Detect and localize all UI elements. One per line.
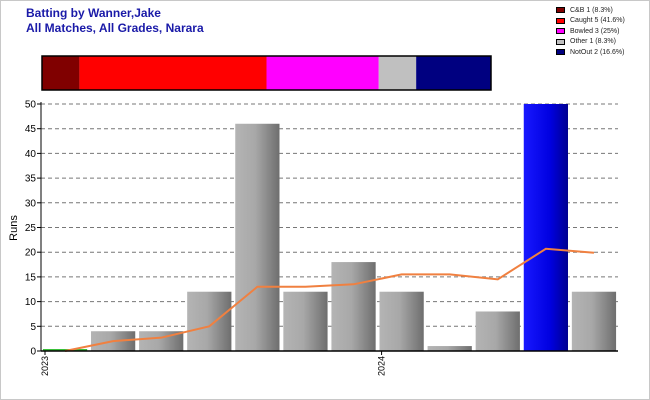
y-tick-label: 20 (25, 248, 37, 259)
bar (331, 262, 376, 351)
bar (235, 123, 280, 351)
dismissal-segment (266, 56, 379, 90)
dismissal-segment (79, 56, 267, 90)
legend: C&B 1 (8.3%) Caught 5 (41.6%) Bowled 3 (25… (556, 5, 625, 58)
bar (475, 311, 520, 351)
y-tick-label: 50 (25, 100, 37, 111)
average-line (64, 247, 595, 352)
bar (283, 291, 328, 351)
grid (41, 103, 618, 327)
dismissal-segment (416, 56, 491, 90)
axes (40, 102, 618, 352)
legend-swatch (556, 49, 565, 56)
y-tick-label: 15 (25, 272, 37, 283)
legend-swatch (556, 28, 565, 35)
y-tick-label: 5 (30, 322, 36, 333)
legend-label: Bowled 3 (25%) (570, 27, 620, 35)
y-tick-label: 0 (30, 347, 36, 358)
chart-subtitle: All Matches, All Grades, Narara (26, 21, 204, 35)
bar (427, 346, 472, 351)
y-tick-label: 30 (25, 198, 37, 209)
bar (379, 291, 424, 351)
legend-label: Caught 5 (41.6%) (570, 17, 625, 25)
legend-item: Other 1 (8.3%) (556, 37, 625, 48)
legend-swatch (556, 7, 565, 14)
dismissal-segment (378, 56, 417, 90)
bar (523, 104, 568, 351)
x-tick-label: 2024 (377, 356, 387, 376)
dismissal-segment (42, 56, 80, 90)
legend-item: C&B 1 (8.3%) (556, 5, 625, 16)
average-line-path (64, 247, 595, 352)
bar (139, 331, 184, 351)
y-tick-label: 10 (25, 297, 37, 308)
legend-swatch (556, 17, 565, 24)
legend-label: C&B 1 (8.3%) (570, 6, 613, 14)
y-tick-label: 35 (25, 174, 37, 185)
legend-swatch (556, 38, 565, 45)
legend-label: NotOut 2 (16.6%) (570, 48, 625, 56)
dismissal-bar (41, 55, 492, 91)
y-tick-label: 45 (25, 124, 37, 135)
y-tick-label: 40 (25, 149, 37, 160)
chart-title: Batting by Wanner,Jake (26, 6, 161, 20)
x-ticks: 2023 2024 (40, 351, 387, 376)
dismissal-bar-border (41, 55, 492, 91)
legend-item: NotOut 2 (16.6%) (556, 47, 625, 58)
x-tick-label: 2023 (40, 356, 50, 376)
legend-item: Caught 5 (41.6%) (556, 16, 625, 27)
legend-label: Other 1 (8.3%) (570, 38, 616, 46)
bars (42, 104, 617, 351)
y-axis-label: Runs (8, 215, 20, 241)
y-tick-label: 25 (25, 223, 37, 234)
bar (187, 291, 232, 351)
y-ticks: 0 5 10 15 20 25 30 35 40 45 50 (25, 100, 41, 358)
bar (571, 291, 617, 351)
legend-item: Bowled 3 (25%) (556, 26, 625, 37)
